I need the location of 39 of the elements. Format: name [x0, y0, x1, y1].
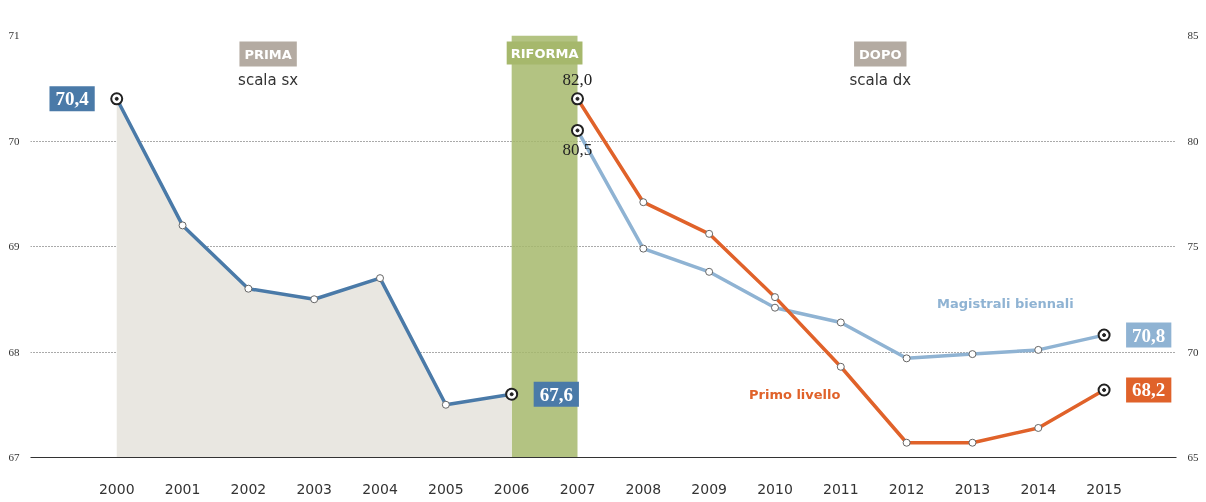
data-label: 70,8 — [1132, 324, 1166, 346]
annotation: DOPO — [859, 46, 902, 62]
annotation: scala sx — [238, 70, 299, 89]
y-tick-label: 67 — [8, 451, 20, 463]
text: Magistrali biennali — [936, 295, 1074, 311]
y2-tick-label: 85 — [1187, 29, 1199, 41]
data-label: 70,4 — [55, 88, 90, 110]
data-label: 82,0 — [562, 69, 593, 89]
y-tick-label: 71 — [8, 29, 20, 41]
x-tick-label: 2001 — [164, 480, 201, 497]
x-tick-label: 2009 — [691, 480, 727, 497]
x-tick-label: 2012 — [888, 480, 925, 497]
x-tick-label: 2002 — [230, 480, 267, 497]
y2-tick-label: 80 — [1187, 134, 1199, 147]
data-label: 67,6 — [539, 383, 573, 405]
x-tick-label: 2000 — [98, 480, 135, 497]
x-tick-label: 2011 — [822, 480, 859, 497]
data-label: 80,5 — [562, 140, 593, 160]
y2-tick-label: 65 — [1187, 451, 1199, 463]
x-tick-label: 2007 — [559, 480, 596, 497]
y-tick-label: 69 — [8, 240, 20, 252]
y-tick-label: 68 — [8, 345, 20, 358]
x-tick-label: 2006 — [493, 480, 530, 497]
x-tick-label: 2010 — [757, 480, 793, 497]
x-tick-label: 2008 — [625, 480, 662, 497]
x-tick-label: 2005 — [428, 480, 464, 497]
x-tick-label: 2004 — [362, 480, 398, 497]
y-tick-label: 70 — [8, 134, 20, 147]
x-tick-label: 2013 — [954, 480, 991, 497]
x-tick-label: 2014 — [1020, 480, 1057, 497]
x-tick-label: 2003 — [296, 480, 333, 497]
y2-tick-label: 70 — [1187, 345, 1199, 358]
y2-tick-label: 75 — [1187, 240, 1199, 252]
band-label: RIFORMA — [510, 45, 579, 61]
series-label: Primo livello — [749, 386, 841, 402]
data-label: 68,2 — [1132, 379, 1166, 401]
annotation: PRIMA — [244, 46, 292, 62]
annotation: scala dx — [849, 70, 912, 89]
x-tick-label: 2015 — [1086, 480, 1122, 497]
